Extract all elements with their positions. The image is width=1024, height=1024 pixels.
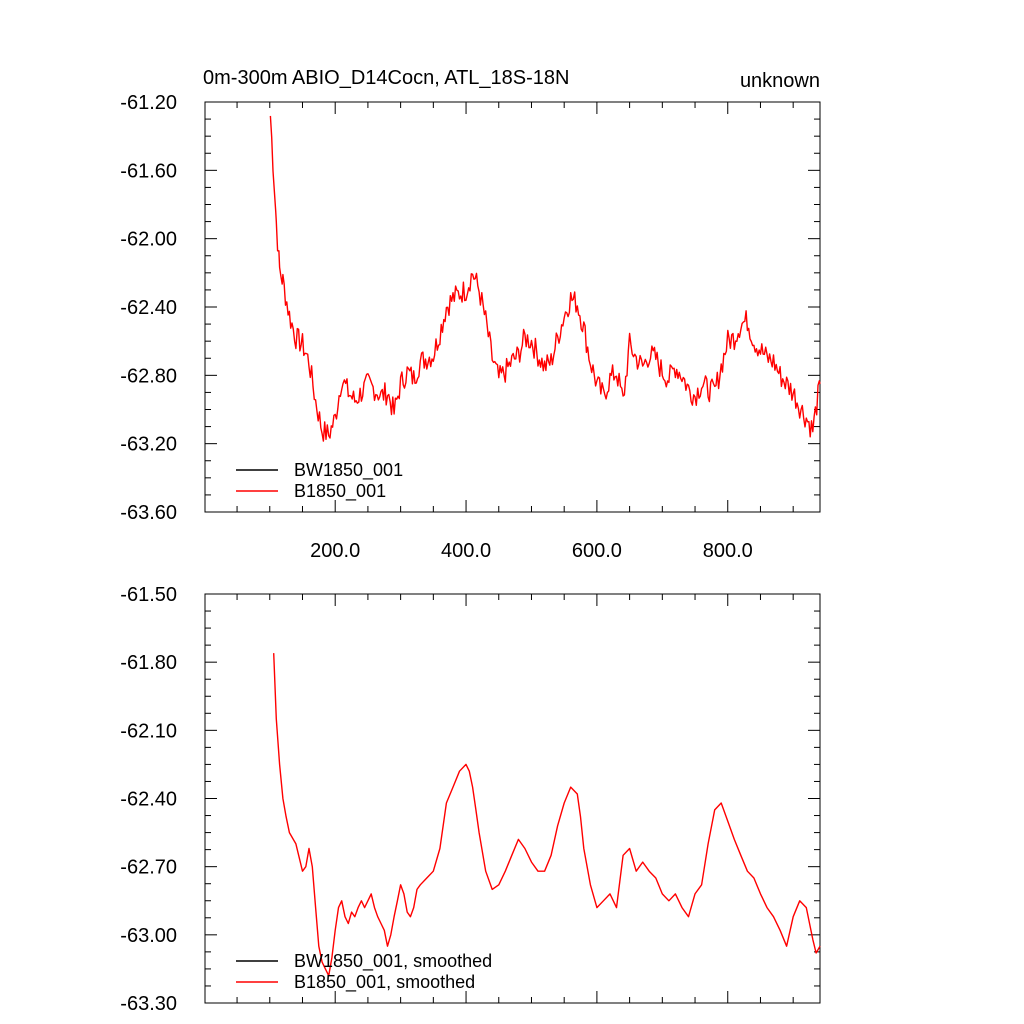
plot-frame — [204, 593, 821, 1004]
chart-right-label: unknown — [740, 70, 820, 92]
legend-label: B1850_001 — [294, 481, 386, 502]
y-tick-label: -61.20 — [120, 92, 177, 114]
y-tick-label: -63.00 — [120, 925, 177, 947]
legend-label: BW1850_001, smoothed — [294, 951, 492, 972]
y-tick-label: -62.70 — [120, 857, 177, 879]
y-tick-label: -62.40 — [120, 297, 177, 319]
legend-label: BW1850_001 — [294, 460, 403, 481]
y-tick-label: -63.30 — [120, 993, 177, 1015]
y-tick-label: -61.80 — [120, 652, 177, 674]
y-tick-label: -61.60 — [120, 160, 177, 182]
y-tick-label: -61.50 — [120, 584, 177, 606]
bottom-panel: -61.50 -61.80 -62.10 -62.40 -62.70 -63.00 -63.… — [120, 584, 821, 1015]
y-tick-label: -62.00 — [120, 229, 177, 251]
y-tick-label: -62.40 — [120, 789, 177, 811]
plot-frame — [204, 101, 821, 513]
y-tick-label: -62.10 — [120, 720, 177, 742]
top-panel: -61.20 -61.60 -62.00 -62.40 -62.80 -63.20 -63.… — [120, 92, 821, 562]
x-tick-label: 400.0 — [441, 540, 491, 562]
x-tick-label: 800.0 — [703, 540, 753, 562]
x-tick-label: 600.0 — [572, 540, 622, 562]
x-tick-label: 200.0 — [310, 540, 360, 562]
series-line — [273, 653, 821, 977]
chart-title: 0m-300m ABIO_D14Cocn, ATL_18S-18N — [203, 67, 569, 89]
legend-label: B1850_001, smoothed — [294, 972, 475, 993]
y-tick-label: -62.80 — [120, 365, 177, 387]
y-tick-label: -63.60 — [120, 502, 177, 524]
y-tick-label: -63.20 — [120, 434, 177, 456]
series-line — [269, 115, 821, 442]
